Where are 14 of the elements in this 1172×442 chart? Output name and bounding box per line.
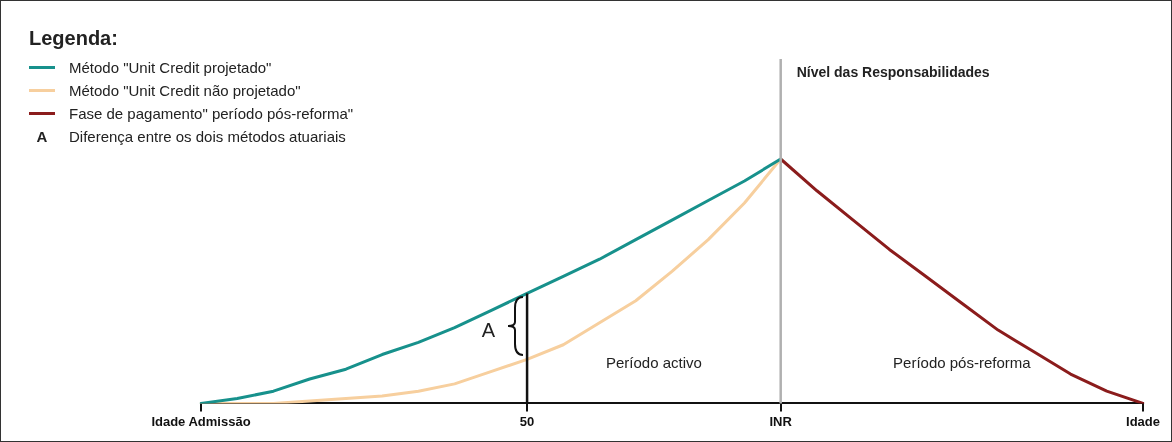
x-tick-label: Idade [1126, 413, 1160, 429]
text: Diferença entre os dois métodos atuariais [69, 128, 346, 145]
legend-label: Método "Unit Credit projetado" [69, 59, 272, 76]
x-tick-label: INR [769, 413, 793, 429]
x-tick-label: 50 [519, 413, 535, 429]
legend-title: Legenda: [29, 27, 119, 50]
annotation: A [481, 319, 496, 342]
annotation: Período pós-reforma [893, 353, 1032, 371]
text: A [36, 128, 48, 145]
x-tick-label: Idade Admissão [151, 413, 251, 429]
legend-label: Fase de pagamento" período pós-reforma" [69, 105, 354, 122]
annotation: Período activo [605, 353, 702, 371]
legend-label: Método "Unit Credit não projetado" [69, 82, 301, 99]
ref-line-label: Nível das Responsabilidades [796, 63, 990, 80]
